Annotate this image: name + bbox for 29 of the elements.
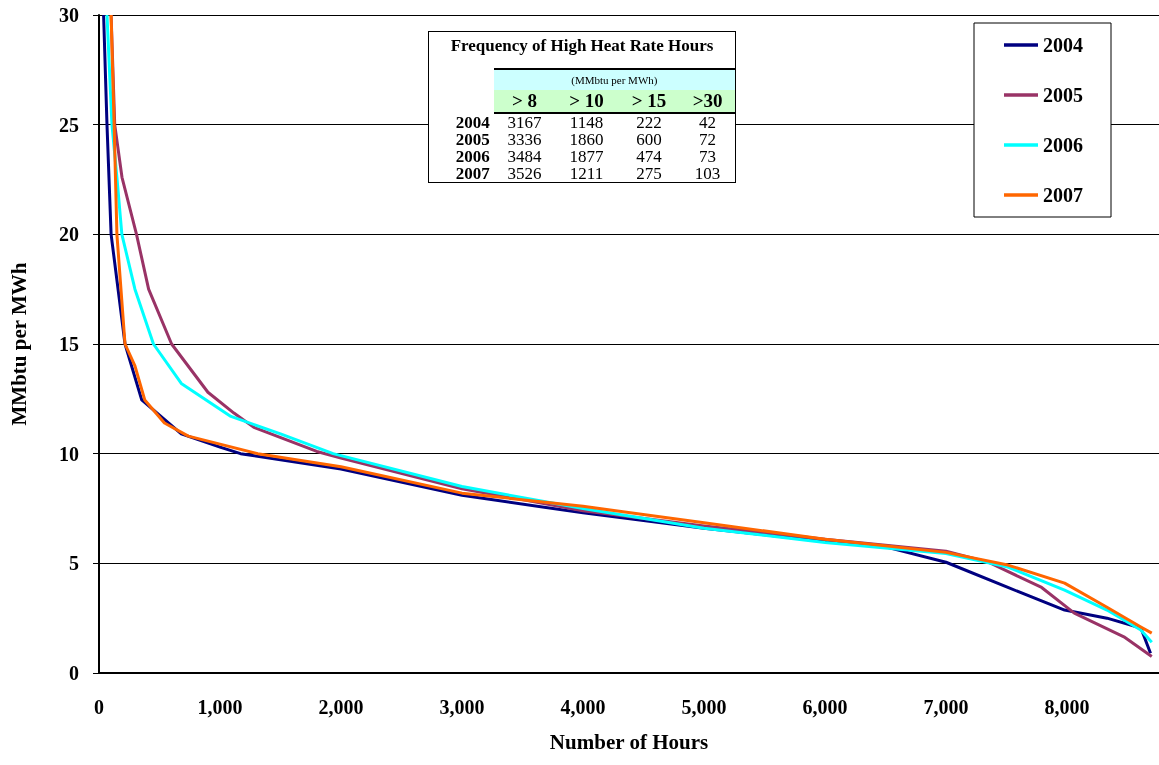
text: 2004 3167 1148 222 42 [455, 112, 717, 132]
x-tick-label: 3,000 [439, 696, 485, 718]
y-tick-label: 0 [69, 662, 79, 684]
y-axis-title: MMbtu per MWh [6, 262, 31, 426]
y-tick-label: 30 [59, 4, 79, 26]
text: 2007 3526 1211 275 103 [455, 164, 721, 183]
x-tick-label: 1,000 [197, 696, 243, 718]
text: 2005 3336 1860 600 72 [455, 130, 717, 149]
x-tick-label: 2,000 [318, 696, 364, 718]
legend-label: 2004 [1043, 34, 1083, 56]
x-axis-title: Number of Hours [549, 729, 709, 754]
x-tick-label: 7,000 [923, 696, 969, 718]
y-tick-label: 25 [59, 113, 79, 136]
legend-label: 2006 [1043, 134, 1083, 156]
y-tick-label: 20 [59, 223, 79, 246]
x-tick-label: 4,000 [560, 696, 606, 718]
annotation: Frequency of High Heat Rate Hours [449, 35, 715, 57]
x-tick-label: 5,000 [681, 696, 727, 718]
text: > 8 > 10 > 15 >30 [511, 90, 723, 111]
y-tick-label: 5 [69, 552, 79, 575]
x-tick-label: 0 [94, 696, 104, 718]
y-tick-label: 15 [59, 333, 79, 355]
text: 2006 3484 1877 474 73 [455, 147, 717, 166]
y-tick-label: 10 [59, 442, 79, 465]
x-tick-label: 8,000 [1044, 696, 1090, 718]
legend-label: 2007 [1043, 184, 1083, 206]
annotation: (MMbtu per MWh) [493, 69, 735, 90]
legend-label: 2005 [1043, 84, 1083, 106]
x-tick-label: 6,000 [802, 696, 848, 718]
